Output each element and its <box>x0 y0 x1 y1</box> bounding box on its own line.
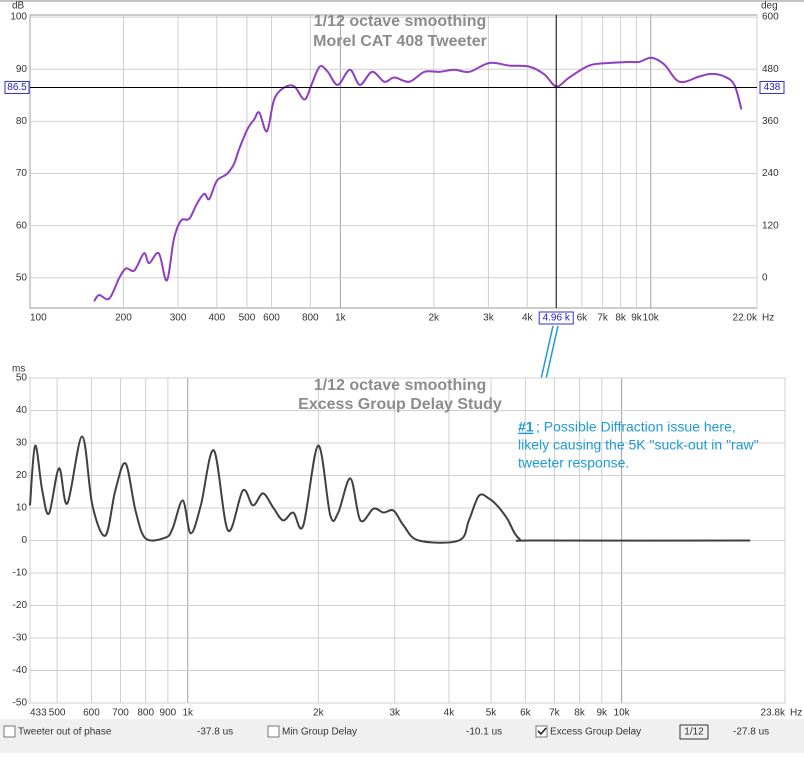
x-tick-label: 8k <box>615 313 627 324</box>
x-tick-label: 200 <box>115 313 132 324</box>
x-tick-label: 6k <box>520 708 532 719</box>
y-tick-label: -10 <box>13 568 28 579</box>
x-tick-label: 3k <box>389 708 401 719</box>
y-tick-label: 90 <box>16 64 28 75</box>
cursor-x-box <box>538 311 574 325</box>
chart-subtitle: Excess Group Delay Study <box>298 396 502 413</box>
x-tick-label: 400 <box>209 313 226 324</box>
chart-subtitle: Morel CAT 408 Tweeter <box>313 33 487 50</box>
reading: -10.1 us <box>466 727 502 738</box>
y-tick-label: 0 <box>21 535 27 546</box>
series-line <box>29 435 751 544</box>
smoothing-label: 1/12 <box>684 727 704 738</box>
y-tick-label: -20 <box>13 600 28 611</box>
x-tick-label: 800 <box>137 708 154 719</box>
legend-label: Tweeter out of phase <box>18 727 112 738</box>
y-tick-label: 50 <box>16 373 28 384</box>
y-tick-label: 50 <box>16 272 28 283</box>
cursor-y-box <box>4 80 30 94</box>
x-tick-label: 10k <box>614 708 631 719</box>
x-unit: Hz <box>790 708 802 719</box>
y-tick-label: 80 <box>16 116 28 127</box>
y-unit: dB <box>12 1 25 12</box>
annotation-label: #1 <box>518 419 534 435</box>
x-unit: Hz <box>762 313 774 324</box>
y2-tick-label: 360 <box>762 116 779 127</box>
y-tick-label: 100 <box>10 12 27 23</box>
annotation-text: likely causing the 5K "suck-out in "raw" <box>518 437 759 453</box>
x-tick-label: 500 <box>49 708 66 719</box>
chart-title: 1/12 octave smoothing <box>314 13 487 30</box>
y-tick-label: 10 <box>16 503 28 514</box>
chart-title: 1/12 octave smoothing <box>314 377 487 394</box>
status-bar <box>0 719 804 753</box>
x-tick-label: 800 <box>302 313 319 324</box>
y2-tick-label: 240 <box>762 168 779 179</box>
cursor-x-label: 4.96 k <box>543 313 571 324</box>
plot-area <box>29 14 758 309</box>
y-tick-label: 40 <box>16 405 28 416</box>
y-unit: ms <box>12 364 25 375</box>
x-tick-label: 600 <box>263 313 280 324</box>
y-tick-label: -40 <box>13 665 28 676</box>
x-tick-label: 5k <box>486 708 498 719</box>
y-tick-label: -30 <box>13 633 28 644</box>
x-tick-label: 10k <box>643 313 660 324</box>
y-tick-label: 70 <box>16 168 28 179</box>
x-tick-label: 22.0k <box>733 313 758 324</box>
checkbox[interactable] <box>267 725 280 738</box>
x-tick-label: 9k <box>631 313 643 324</box>
legend-label: Min Group Delay <box>282 727 357 738</box>
reading: -27.8 us <box>733 727 769 738</box>
x-tick-label: 500 <box>239 313 256 324</box>
x-tick-label: 2k <box>429 313 441 324</box>
y2-tick-label: 0 <box>762 272 768 283</box>
y-tick-label: 30 <box>16 438 28 449</box>
x-tick-label: 2k <box>313 708 325 719</box>
x-tick-label: 1k <box>182 708 194 719</box>
x-tick-label: 23.8k <box>761 708 786 719</box>
series-line <box>93 56 743 302</box>
y2-tick-label: 480 <box>762 64 779 75</box>
cursor-y-label: 86.5 <box>7 82 27 93</box>
x-tick-label: 7k <box>549 708 561 719</box>
x-tick-label: 9k <box>596 708 608 719</box>
smoothing-icon[interactable] <box>679 724 709 740</box>
y-tick-label: 60 <box>16 220 28 231</box>
y-tick-label: -50 <box>13 698 28 709</box>
checkbox[interactable] <box>3 725 16 738</box>
y2-tick-label: 600 <box>762 12 779 23</box>
cursor-y2-label: 438 <box>764 82 781 93</box>
x-tick-label: 4k <box>444 708 456 719</box>
x-tick-label: 7k <box>597 313 609 324</box>
x-tick-label: 900 <box>160 708 177 719</box>
x-tick-label: 600 <box>83 708 100 719</box>
x-tick-label: 6k <box>577 313 589 324</box>
x-tick-label: 700 <box>112 708 129 719</box>
x-tick-label: 8k <box>574 708 586 719</box>
y2-unit: deg <box>761 1 778 12</box>
y2-tick-label: 120 <box>762 220 779 231</box>
x-tick-label: 300 <box>170 313 187 324</box>
x-tick-label: 433 <box>30 708 47 719</box>
x-tick-label: 4k <box>522 313 534 324</box>
y-tick-label: 20 <box>16 470 28 481</box>
x-tick-label: 3k <box>483 313 495 324</box>
annotation-text: ; Possible Diffraction issue here, <box>536 419 736 435</box>
legend-label: Excess Group Delay <box>550 727 641 738</box>
x-tick-label: 100 <box>30 313 47 324</box>
cursor-y2-box <box>759 80 785 94</box>
checkmark <box>537 727 547 736</box>
reading: -37.8 us <box>197 727 233 738</box>
annotation-text: tweeter response. <box>518 455 629 471</box>
checkbox[interactable] <box>535 725 548 738</box>
x-tick-label: 1k <box>335 313 347 324</box>
